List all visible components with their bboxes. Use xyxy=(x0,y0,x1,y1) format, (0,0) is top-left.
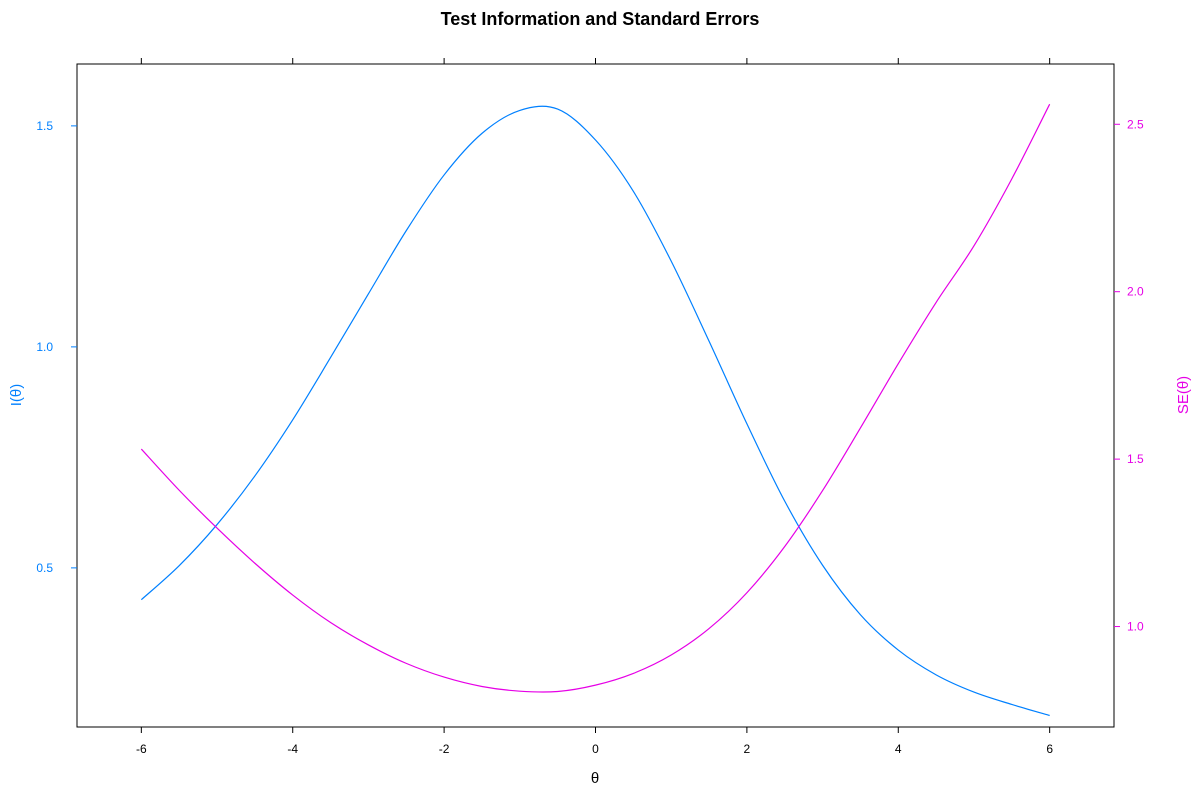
x-tick-label: 4 xyxy=(895,742,902,756)
plot-frame xyxy=(76,63,1115,728)
standard-error-curve xyxy=(140,103,1051,693)
y-left-tick-label: 1.5 xyxy=(36,119,53,133)
y-right-tick-label: 1.0 xyxy=(1127,620,1144,634)
x-tick-label: -6 xyxy=(136,742,147,756)
y-right-tick-label: 2.5 xyxy=(1127,117,1144,131)
y-axis-right: 1.0 1.5 2.0 2.5 xyxy=(1114,117,1144,634)
x-tick-label: 6 xyxy=(1046,742,1053,756)
x-axis-bottom: -6 -4 -2 0 2 4 6 xyxy=(136,727,1053,756)
y-axis-left: 0.5 1.0 1.5 xyxy=(36,119,77,575)
series-layer xyxy=(140,103,1051,717)
y-right-tick-label: 2.0 xyxy=(1127,285,1144,299)
information-curve xyxy=(140,105,1050,717)
y-left-tick-label: 0.5 xyxy=(36,561,53,575)
y-axis-left-title: I(θ) xyxy=(8,384,25,407)
x-axis-title: θ xyxy=(591,770,599,787)
x-tick-label: 2 xyxy=(744,742,751,756)
x-axis-top xyxy=(140,58,1051,64)
y-axis-right-title: SE(θ) xyxy=(1175,376,1192,414)
y-left-tick-label: 1.0 xyxy=(36,340,53,354)
y-right-tick-label: 1.5 xyxy=(1127,452,1144,466)
x-tick-label: -4 xyxy=(287,742,298,756)
x-tick-label: -2 xyxy=(439,742,450,756)
chart-title: Test Information and Standard Errors xyxy=(441,9,760,29)
x-tick-label: 0 xyxy=(592,742,599,756)
